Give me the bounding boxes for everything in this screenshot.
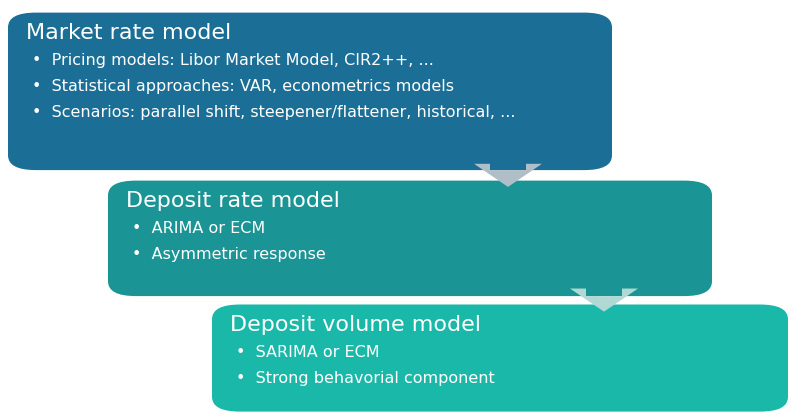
FancyBboxPatch shape [108, 181, 712, 296]
Text: Deposit rate model: Deposit rate model [126, 191, 339, 211]
Text: •  Pricing models: Libor Market Model, CIR2++, ...: • Pricing models: Libor Market Model, CI… [32, 53, 434, 68]
Text: Market rate model: Market rate model [26, 23, 231, 43]
FancyBboxPatch shape [8, 13, 612, 170]
Text: •  ARIMA or ECM: • ARIMA or ECM [132, 221, 266, 236]
Polygon shape [570, 289, 638, 312]
Text: •  Asymmetric response: • Asymmetric response [132, 247, 326, 262]
Text: •  SARIMA or ECM: • SARIMA or ECM [236, 345, 380, 360]
Text: •  Statistical approaches: VAR, econometrics models: • Statistical approaches: VAR, econometr… [32, 79, 454, 94]
Text: •  Scenarios: parallel shift, steepener/flattener, historical, ...: • Scenarios: parallel shift, steepener/f… [32, 105, 515, 121]
Text: Deposit volume model: Deposit volume model [230, 315, 481, 335]
Text: •  Strong behavorial component: • Strong behavorial component [236, 371, 494, 386]
Polygon shape [474, 164, 542, 187]
FancyBboxPatch shape [212, 304, 788, 412]
